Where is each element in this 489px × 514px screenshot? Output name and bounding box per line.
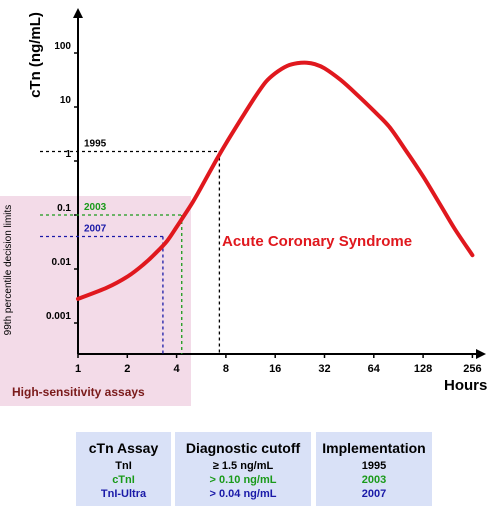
table-cell: TnI-Ultra xyxy=(100,488,147,500)
table-cell: 1995 xyxy=(361,460,387,472)
cutoff-year-label: 2003 xyxy=(84,202,107,213)
table-cell: > 0.04 ng/mL xyxy=(209,488,277,500)
table-col-assay: cTn Assay TnI cTnI TnI-Ultra xyxy=(76,432,171,506)
x-tick-label: 8 xyxy=(223,363,229,375)
table-cell: ≥ 1.5 ng/mL xyxy=(212,460,274,472)
table-cell: TnI xyxy=(115,460,132,472)
x-tick-label: 128 xyxy=(414,363,432,375)
x-tick-label: 1 xyxy=(75,363,81,375)
cutoff-year-label: 1995 xyxy=(84,138,107,149)
table-col-implementation: Implementation 1995 2003 2007 xyxy=(316,432,432,506)
table-cell: > 0.10 ng/mL xyxy=(209,474,277,486)
y-tick-label: 0.1 xyxy=(57,203,71,214)
table-cell: 2003 xyxy=(361,474,387,486)
region-label: High-sensitivity assays xyxy=(12,385,145,399)
table-header-assay: cTn Assay xyxy=(88,440,159,456)
series-label: Acute Coronary Syndrome xyxy=(222,233,412,250)
y-tick-label: 0.01 xyxy=(52,257,72,268)
table-cell: 2007 xyxy=(361,488,387,500)
y-tick-label: 100 xyxy=(54,41,71,52)
x-tick-label: 16 xyxy=(269,363,281,375)
x-tick-label: 2 xyxy=(124,363,130,375)
table-col-cutoff: Diagnostic cutoff ≥ 1.5 ng/mL > 0.10 ng/… xyxy=(175,432,311,506)
y-axis-label: cTn (ng/mL) xyxy=(27,12,44,98)
x-tick-label: 32 xyxy=(318,363,330,375)
x-tick-label: 64 xyxy=(368,363,381,375)
y-tick-label: 1 xyxy=(65,149,71,160)
table-cell: cTnI xyxy=(112,474,135,486)
table-header-cutoff: Diagnostic cutoff xyxy=(185,440,301,456)
cutoff-year-label: 2007 xyxy=(84,223,107,234)
x-tick-label: 4 xyxy=(174,363,181,375)
y-tick-label: 0.001 xyxy=(46,311,71,322)
table-header-implementation: Implementation xyxy=(322,440,426,456)
x-tick-label: 256 xyxy=(463,363,481,375)
x-axis-label: Hours xyxy=(444,377,487,394)
acs-curve xyxy=(76,60,475,301)
high-sensitivity-region xyxy=(0,196,191,406)
y-tick-label: 10 xyxy=(60,95,72,106)
region-side-label: 99th percentile decision limits xyxy=(3,205,14,336)
